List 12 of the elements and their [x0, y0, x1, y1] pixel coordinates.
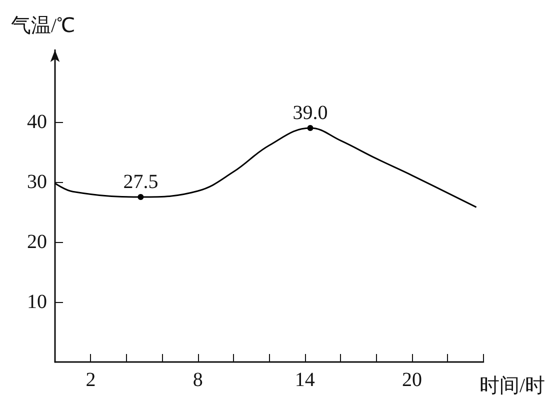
x-tick-label: 20: [402, 369, 422, 391]
x-tick-label: 2: [86, 369, 96, 391]
y-tick-label: 20: [27, 231, 47, 253]
data-label: 27.5: [123, 171, 158, 193]
y-axis-title: 气温/℃: [11, 15, 75, 37]
y-tick-label: 10: [27, 291, 47, 313]
data-label: 39.0: [292, 102, 328, 124]
x-axis-title: 时间/时: [479, 375, 546, 397]
x-tick-label: 8: [192, 369, 203, 391]
x-tick-label: 14: [294, 369, 315, 391]
y-tick-label: 30: [27, 171, 47, 193]
y-tick-label: 40: [27, 111, 47, 133]
